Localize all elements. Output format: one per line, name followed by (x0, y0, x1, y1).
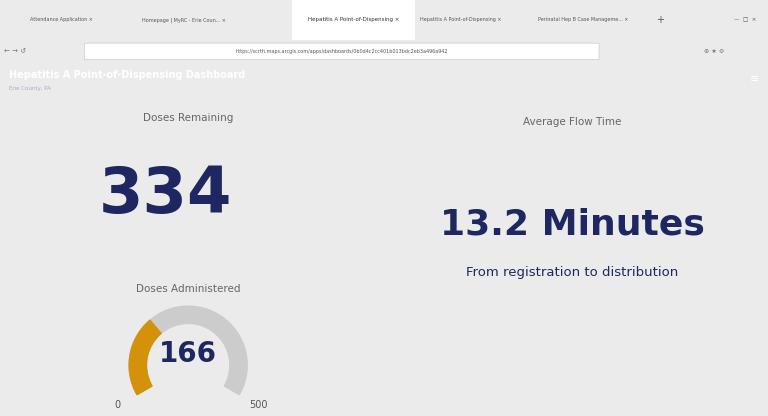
Text: ← → ↺: ← → ↺ (5, 48, 26, 54)
Text: 13.2 Minutes: 13.2 Minutes (440, 207, 704, 241)
Bar (292, 0, 415, 40)
Text: 334: 334 (99, 164, 232, 226)
Text: ⊕ ★ ⚙: ⊕ ★ ⚙ (704, 49, 724, 54)
Text: Attendance Application ×: Attendance Application × (30, 17, 93, 22)
Text: Doses Remaining: Doses Remaining (143, 113, 233, 123)
Text: Hepatitis A Point-of-Dispensing ×: Hepatitis A Point-of-Dispensing × (308, 17, 399, 22)
Text: https://scrth.maps.arcgis.com/apps/dashboards/0b0d4c2cc401b013bdc2eb3a496a942: https://scrth.maps.arcgis.com/apps/dashb… (236, 49, 448, 54)
Text: 0: 0 (114, 400, 121, 410)
Text: Homepage | MyRC - Erie Coun... ×: Homepage | MyRC - Erie Coun... × (142, 17, 227, 23)
Text: ≡: ≡ (750, 74, 759, 84)
Text: 166: 166 (159, 339, 217, 368)
Text: From registration to distribution: From registration to distribution (466, 265, 678, 279)
FancyBboxPatch shape (84, 43, 599, 59)
Text: 500: 500 (250, 400, 268, 410)
Text: Hepatitis A Point-of-Dispensing Dashboard: Hepatitis A Point-of-Dispensing Dashboar… (9, 70, 246, 80)
Text: Doses Administered: Doses Administered (136, 284, 240, 294)
Text: Hepatitis A Point-of-Dispensing ×: Hepatitis A Point-of-Dispensing × (420, 17, 502, 22)
Text: —  □  ×: — □ × (733, 17, 756, 22)
Text: +: + (657, 15, 664, 25)
Text: Average Flow Time: Average Flow Time (523, 117, 621, 127)
Text: Perinatal Hep B Case Manageme... ×: Perinatal Hep B Case Manageme... × (538, 17, 629, 22)
Polygon shape (129, 306, 247, 395)
Polygon shape (129, 320, 161, 395)
Text: Erie County, PA: Erie County, PA (9, 86, 51, 91)
